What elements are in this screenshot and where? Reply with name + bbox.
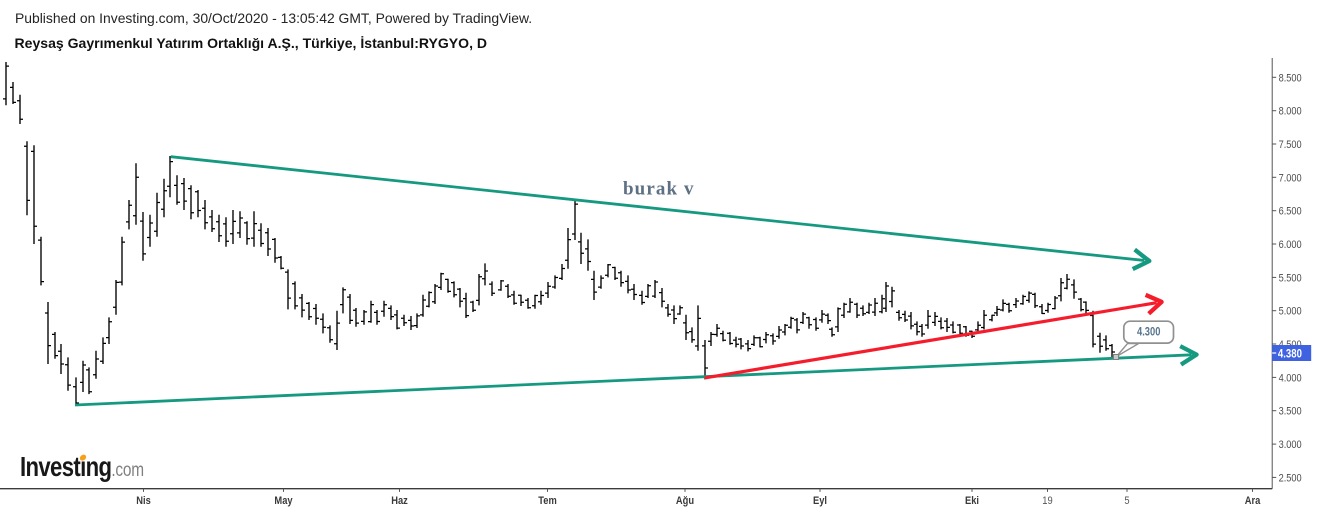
svg-text:6.000: 6.000 [1279,239,1302,251]
svg-text:Tem: Tem [538,495,557,507]
svg-text:5: 5 [1124,495,1129,507]
svg-text:Nis: Nis [136,495,151,507]
svg-text:Ağu: Ağu [676,495,694,507]
svg-text:3.500: 3.500 [1279,406,1302,418]
svg-text:7.000: 7.000 [1279,173,1302,185]
svg-text:burak v: burak v [623,179,695,200]
svg-text:5.500: 5.500 [1279,273,1302,285]
svg-text:7.500: 7.500 [1279,139,1302,151]
svg-text:8.000: 8.000 [1279,106,1302,118]
svg-text:Eyl: Eyl [813,495,827,507]
svg-text:19: 19 [1042,495,1053,507]
svg-text:4.380: 4.380 [1278,347,1302,360]
svg-text:Reysaş Gayrımenkul Yatırım Ort: Reysaş Gayrımenkul Yatırım Ortaklığı A.Ş… [15,35,488,51]
svg-text:Ara: Ara [1245,495,1261,507]
svg-text:Published on Investing.com, 30: Published on Investing.com, 30/Oct/2020 … [15,10,532,26]
svg-text:Eki: Eki [965,495,979,507]
svg-text:May: May [274,495,292,507]
svg-text:8.500: 8.500 [1279,73,1302,85]
svg-text:Haz: Haz [391,495,408,507]
svg-text:3.000: 3.000 [1279,439,1302,451]
svg-text:5.000: 5.000 [1279,306,1302,318]
svg-text:6.500: 6.500 [1279,206,1302,218]
svg-text:4.000: 4.000 [1279,373,1302,385]
svg-text:4.300: 4.300 [1137,326,1160,339]
svg-text:2.500: 2.500 [1279,473,1302,485]
